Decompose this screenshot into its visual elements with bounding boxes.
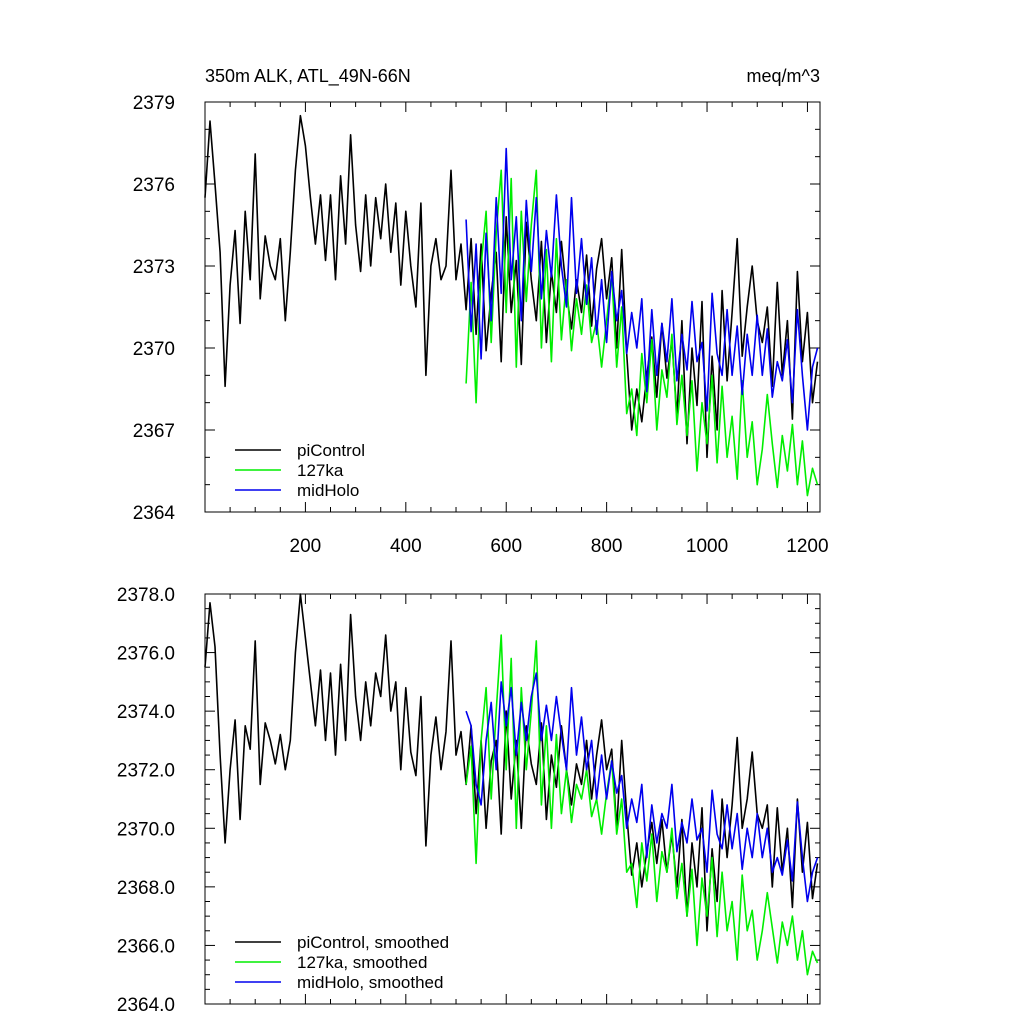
y-tick-label: 2378.0: [117, 585, 175, 606]
series-line-picontrol-smoothed: [204, 593, 819, 932]
legend-label: midHolo, smoothed: [297, 973, 443, 992]
legend-label: piControl: [297, 441, 365, 460]
legend-label: 127ka: [297, 461, 344, 480]
y-tick-label: 2374.0: [117, 702, 175, 723]
legend-label: piControl, smoothed: [297, 933, 449, 952]
y-tick-label: 2372.0: [117, 761, 175, 782]
y-tick-label: 2368.0: [117, 878, 175, 899]
top-plot-frame: [204, 101, 821, 513]
y-tick-label: 2376.0: [117, 644, 175, 665]
bottom-series-group: [204, 593, 819, 976]
bottom-axes-ticks: 2364.0 2366.0 2368.0 2370.0 2372.0 2374.0 2376…: [117, 585, 820, 1016]
top-series-group: [204, 114, 819, 497]
y-tick-label: 2376: [133, 175, 175, 196]
top-axes-ticks: 200 400 600 800 1000 1200 2364 2367 2370 2373 2376…: [133, 93, 829, 557]
x-tick-label: 200: [290, 536, 322, 557]
top-panel: 350m ALK, ATL_49N-66N meq/m^3 200 400 600 8…: [133, 66, 829, 557]
series-line-midholo: [465, 147, 819, 431]
series-line-127ka: [465, 169, 819, 497]
y-tick-label: 2370.0: [117, 819, 175, 840]
bottom-panel: 2364.0 2366.0 2368.0 2370.0 2372.0 2374.0 2376…: [117, 585, 821, 1016]
y-tick-label: 2373: [133, 257, 175, 278]
x-tick-label: 400: [390, 536, 422, 557]
y-tick-label: 2364: [133, 503, 176, 524]
x-tick-label: 800: [591, 536, 623, 557]
y-tick-label: 2379: [133, 93, 175, 114]
x-tick-label: 600: [490, 536, 522, 557]
y-tick-label: 2366.0: [117, 936, 175, 957]
x-tick-label: 1000: [686, 536, 728, 557]
y-tick-label: 2370: [133, 339, 175, 360]
top-title: 350m ALK, ATL_49N-66N: [205, 66, 411, 87]
top-units: meq/m^3: [747, 66, 820, 86]
y-tick-label: 2367: [133, 421, 175, 442]
y-tick-label: 2364.0: [117, 995, 175, 1016]
legend-label: midHolo: [297, 481, 359, 500]
series-line-127ka-smoothed: [465, 634, 819, 976]
x-tick-label: 1200: [786, 536, 828, 557]
series-line-midholo-smoothed: [465, 672, 819, 903]
legend-label: 127ka, smoothed: [297, 953, 427, 972]
series-line-picontrol: [204, 114, 819, 459]
